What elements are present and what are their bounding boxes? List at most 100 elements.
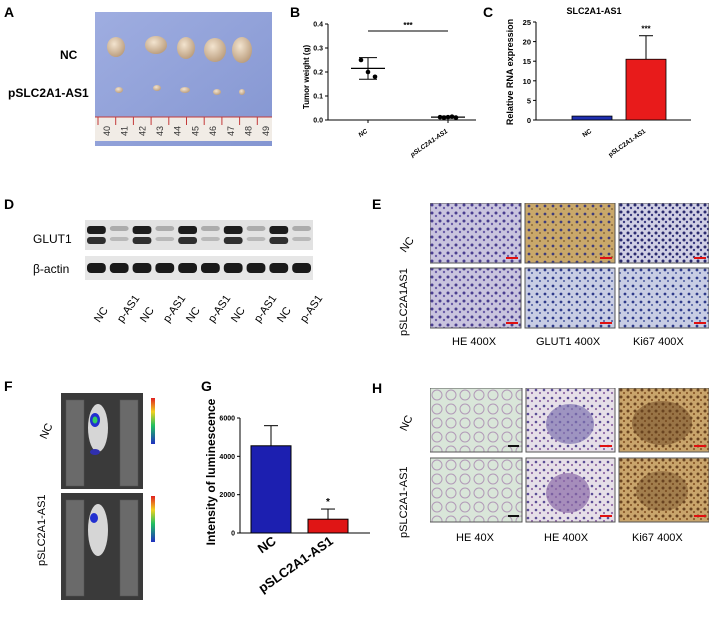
chart-b-ytick-label: 0.2 bbox=[313, 70, 323, 77]
ruler-tick-label: 47 bbox=[226, 126, 236, 136]
panel-label-f: F bbox=[4, 378, 13, 394]
chart-g-ytick-label: 6000 bbox=[219, 416, 235, 423]
beta-actin-band bbox=[178, 263, 197, 273]
chart-c-ytick-label: 10 bbox=[523, 77, 531, 86]
chart-c-ytick-label: 5 bbox=[527, 96, 531, 105]
blot-lane-label: NC bbox=[274, 304, 294, 325]
blot-label-glut1: GLUT1 bbox=[33, 232, 72, 246]
e-row-label-nc: NC bbox=[398, 234, 417, 255]
panel-label-b: B bbox=[290, 4, 301, 20]
ruler-tick-label: 41 bbox=[120, 126, 130, 136]
glut1-band-upper bbox=[178, 226, 197, 234]
tumor-photo: 40 41 42 43 44 45 46 47 48 49 bbox=[95, 12, 272, 146]
h-col-label-he-400x: HE 400X bbox=[544, 532, 589, 544]
chart-b-significance: *** bbox=[403, 21, 413, 30]
chart-b-ytick-label: 0.4 bbox=[313, 22, 323, 29]
chart-b-point bbox=[358, 57, 364, 63]
blot-lane-label: p-AS1 bbox=[160, 292, 189, 325]
beta-actin-band bbox=[269, 263, 289, 273]
panel-label-c: C bbox=[483, 4, 494, 20]
glut1-band-upper bbox=[87, 226, 106, 234]
bioluminescence-images bbox=[58, 390, 162, 603]
chart-c-xtick-label: NC bbox=[581, 128, 593, 139]
beta-actin-band bbox=[246, 263, 266, 273]
panel-label-h: H bbox=[372, 380, 383, 396]
e-col-label-ki67: Ki67 400X bbox=[633, 336, 684, 348]
glut1-band-upper bbox=[132, 226, 152, 234]
blot-label-beta-actin: β-actin bbox=[33, 262, 70, 276]
chart-b-ytick-label: 0.0 bbox=[313, 118, 323, 125]
chart-b-point bbox=[365, 69, 371, 75]
chart-b-point bbox=[449, 114, 455, 119]
ruler-tick-label: 46 bbox=[208, 126, 218, 136]
beta-actin-band bbox=[155, 263, 175, 273]
f-row-label-pslc2a1-as1: pSLC2A1-AS1 bbox=[36, 494, 48, 566]
ruler-tick-label: 43 bbox=[155, 126, 165, 136]
ihc-grid-h bbox=[430, 388, 709, 523]
ruler-tick-label: 49 bbox=[261, 126, 271, 136]
blot-lane-label: NC bbox=[183, 304, 203, 325]
beta-actin-band bbox=[223, 263, 243, 273]
panel-label-e: E bbox=[372, 196, 382, 212]
chart-c-bar bbox=[571, 115, 613, 121]
chart-g-bar bbox=[307, 518, 349, 534]
chart-c-ytick-label: 0 bbox=[527, 116, 531, 125]
chart-g-ylabel: Intensity of luminescence bbox=[204, 398, 218, 545]
chart-b: Tumor weight (g) 0.0 0.1 0.2 0.3 0.4 NC pSLC2A… bbox=[302, 21, 476, 159]
glut1-band-lower bbox=[178, 237, 197, 244]
beta-actin-band bbox=[109, 263, 129, 273]
row-label-nc: NC bbox=[60, 48, 78, 62]
glut1-band-lower bbox=[246, 237, 266, 241]
chart-c-ytick-label: 15 bbox=[523, 57, 531, 66]
blot-lane-label: NC bbox=[92, 304, 112, 325]
beta-actin-band bbox=[132, 263, 152, 273]
ihc-grid-e bbox=[430, 203, 709, 329]
blot-lane-label: p-AS1 bbox=[297, 292, 325, 325]
nc-tumors bbox=[107, 36, 252, 63]
chart-b-point bbox=[437, 114, 443, 120]
e-col-label-he: HE 400X bbox=[452, 336, 497, 348]
blot-lane-label: p-AS1 bbox=[252, 292, 280, 325]
glut1-band-upper bbox=[109, 226, 129, 231]
f-row-label-nc: NC bbox=[38, 421, 56, 442]
chart-c-ytick-label: 20 bbox=[523, 38, 531, 47]
glut1-band-upper bbox=[292, 226, 311, 231]
h-col-label-ki67: Ki67 400X bbox=[632, 532, 683, 544]
chart-g-xtick-label: NC bbox=[255, 533, 279, 556]
glut1-band-upper bbox=[155, 226, 175, 231]
e-row-label-pslc2a1as1: pSLC2A1AS1 bbox=[398, 268, 410, 336]
chart-b-ytick-label: 0.3 bbox=[313, 46, 323, 53]
chart-b-point bbox=[441, 115, 447, 120]
ruler-tick-label: 40 bbox=[102, 126, 112, 136]
row-label-pslc2a1-as1: pSLC2A1-AS1 bbox=[8, 86, 89, 100]
ruler-tick-label: 45 bbox=[190, 126, 200, 136]
chart-c-bar bbox=[625, 58, 667, 121]
glut1-band-lower bbox=[269, 237, 289, 244]
glut1-band-lower bbox=[201, 237, 220, 241]
glut1-band-upper bbox=[223, 226, 243, 234]
ruler-tick-label: 42 bbox=[137, 126, 147, 136]
h-col-label-he-40x: HE 40X bbox=[456, 532, 494, 544]
blot-lane-label: p-AS1 bbox=[115, 292, 143, 325]
chart-c-significance: *** bbox=[641, 25, 651, 34]
chart-c-title: SLC2A1-AS1 bbox=[566, 6, 621, 16]
western-blot bbox=[85, 220, 313, 280]
chart-b-ytick-label: 0.1 bbox=[313, 94, 323, 101]
chart-c-xtick-label: pSLC2A1-AS1 bbox=[607, 128, 647, 159]
glut1-band-upper bbox=[201, 226, 220, 231]
chart-c-ylabel: Relative RNA expression bbox=[505, 19, 515, 125]
ruler-tick-label: 44 bbox=[173, 126, 183, 136]
chart-g-ytick-label: 2000 bbox=[219, 492, 235, 499]
chart-c-ytick-label: 25 bbox=[523, 18, 531, 27]
chart-g-significance: * bbox=[326, 497, 330, 508]
beta-actin-band bbox=[87, 263, 106, 273]
glut1-band-lower bbox=[87, 237, 106, 244]
glut1-band-lower bbox=[132, 237, 152, 244]
ruler: 40 41 42 43 44 45 46 47 48 49 bbox=[95, 116, 272, 141]
e-col-label-glut1: GLUT1 400X bbox=[536, 336, 601, 348]
chart-b-xtick-label: NC bbox=[357, 128, 369, 139]
chart-b-point bbox=[372, 74, 378, 80]
chart-b-ylabel: Tumor weight (g) bbox=[302, 45, 311, 110]
glut1-band-upper bbox=[246, 226, 266, 231]
glut1-band-lower bbox=[292, 237, 311, 241]
